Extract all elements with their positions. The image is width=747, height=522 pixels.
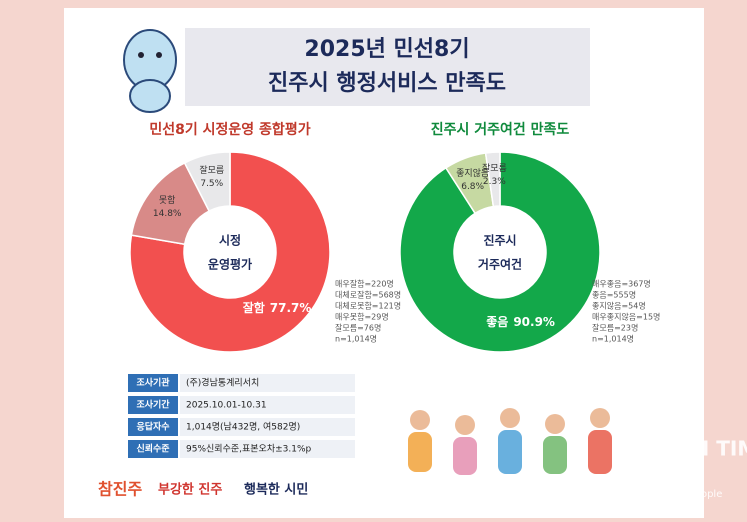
title-box (185, 28, 590, 106)
donut-slice (183, 151, 231, 213)
value-label: 77.7% (270, 300, 312, 314)
donut-hole (186, 208, 274, 296)
table-label: 응답자수 (136, 421, 169, 433)
note: 좋지않음=54명 (592, 301, 646, 311)
table-label: 조사기관 (136, 377, 170, 389)
note: 잘모름=76명 (335, 323, 381, 333)
table-value: (주)경남통계리서치 (186, 377, 259, 389)
category-label: 잘모름 (199, 164, 224, 176)
note: 잘모름=23명 (592, 323, 638, 333)
slice-label: 잘모름 2.3% (482, 162, 507, 187)
table-value: 95%신뢰수준,표본오차±3.1%p (186, 443, 312, 455)
value-label: 7.5% (200, 179, 223, 189)
mascot (123, 29, 177, 113)
table-label-cell (128, 374, 178, 392)
logo: 참진주 (98, 480, 142, 499)
value-label: 90.9% (513, 315, 555, 329)
note: 좋음=555명 (592, 290, 636, 300)
value-label: 6.8% (461, 181, 484, 191)
table-value: 2025.10.01-10.31 (186, 401, 267, 411)
note: n=1,014명 (592, 334, 634, 344)
donut-slice (399, 151, 601, 353)
note: n=1,014명 (335, 334, 377, 344)
table-label: 조사기간 (136, 399, 170, 411)
center-label: 거주여건 (478, 257, 522, 272)
table-label: 신뢰수준 (136, 443, 169, 455)
category-label: 잘모름 (482, 162, 507, 174)
slogan: 행복한 시민 (244, 482, 308, 498)
value-label: 14.8% (153, 208, 182, 218)
table-label-cell (128, 440, 178, 458)
slice-label: 좋음 90.9% (486, 314, 555, 329)
title-line: 2025년 민선8기 (304, 37, 469, 62)
table-value-cell (180, 374, 355, 392)
category-label: 좋지않음 (456, 167, 489, 178)
note: 대체로못함=121명 (335, 301, 401, 311)
category-label: 잘함 (243, 299, 265, 314)
slice-label: 잘함 77.7% (243, 299, 312, 314)
slogan: 부강한 진주 (158, 482, 222, 498)
chart-title: 민선8기 시정운영 종합평가 (149, 121, 310, 138)
category-label: 못함 (159, 194, 176, 205)
table-value-cell (180, 396, 355, 414)
table-value-cell (180, 418, 355, 436)
table-label-cell (128, 396, 178, 414)
center-label: 운영평가 (208, 257, 252, 272)
people-illustration (408, 408, 612, 475)
slice-label: 못함 14.8% (153, 194, 182, 218)
center-label: 시정 (219, 233, 241, 248)
table-value: 1,014명(남432명, 여582명) (186, 421, 300, 433)
note: 매우잘함=220명 (335, 279, 394, 289)
note: 매우좋음=367명 (592, 279, 651, 289)
slice-label: 잘모름 7.5% (199, 164, 224, 189)
note: 매우좋지않음=15명 (592, 312, 660, 322)
watermark-tagline: good news, good people (600, 489, 722, 500)
watermark: MIDAM TIMES (630, 437, 747, 461)
slice-label: 좋지않음 6.8% (456, 167, 489, 191)
value-label: 2.3% (483, 177, 506, 187)
donut-slice (129, 151, 331, 353)
donut-slice (484, 151, 501, 208)
table-label-cell (128, 418, 178, 436)
note: 대체로잘함=568명 (335, 290, 401, 300)
table-value-cell (180, 440, 355, 458)
center-label: 진주시 (483, 233, 516, 248)
title-line: 진주시 행정서비스 만족도 (268, 71, 506, 96)
chart-title: 진주시 거주여건 만족도 (431, 121, 570, 138)
category-label: 좋음 (486, 314, 508, 329)
note: 매우못함=29명 (335, 312, 389, 322)
donut-hole (456, 208, 544, 296)
